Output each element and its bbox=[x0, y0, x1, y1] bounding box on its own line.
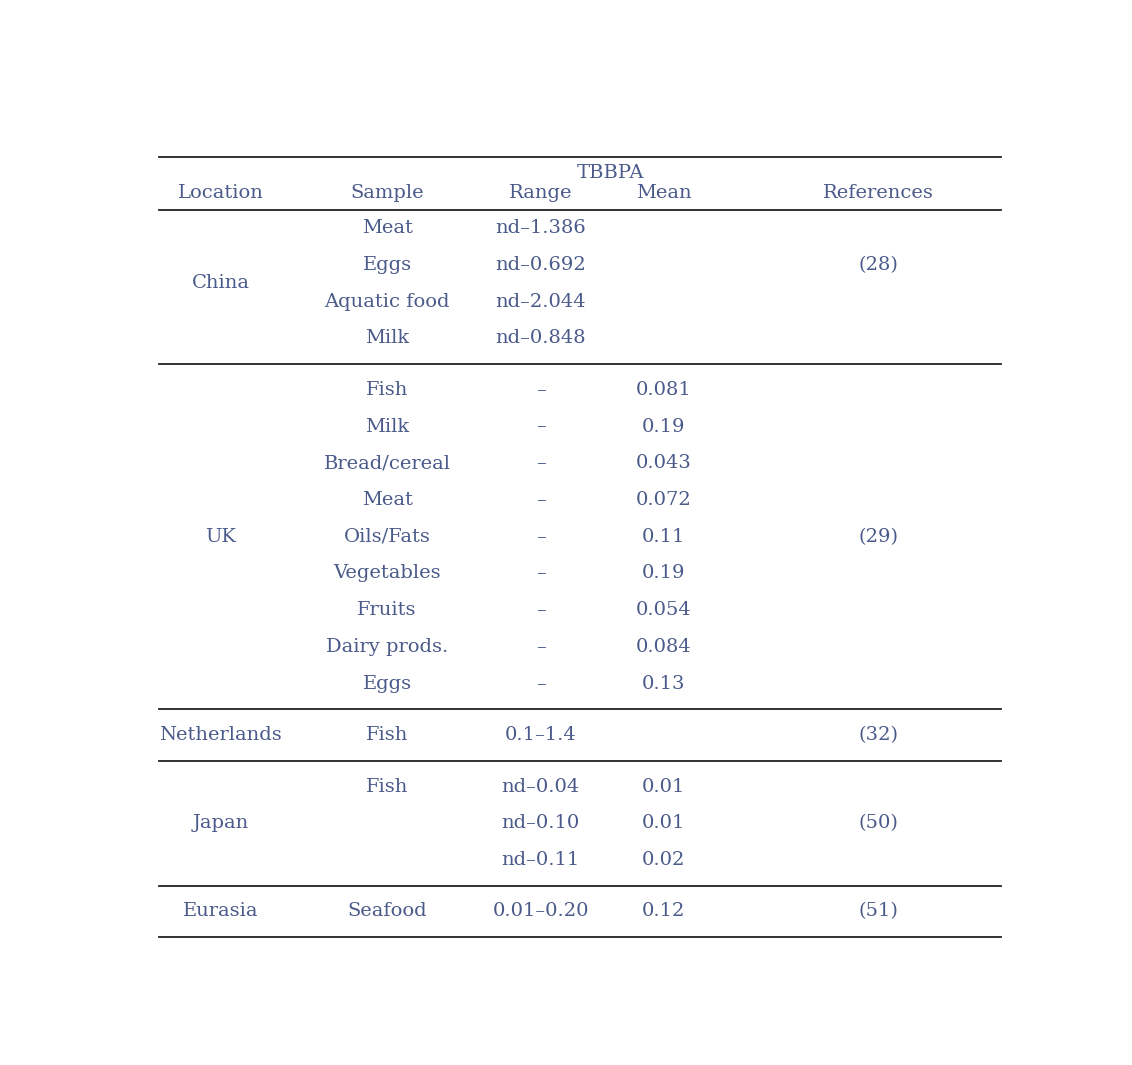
Text: Meat: Meat bbox=[362, 219, 412, 237]
Text: –: – bbox=[535, 674, 546, 692]
Text: 0.081: 0.081 bbox=[636, 381, 692, 398]
Text: UK: UK bbox=[205, 527, 235, 545]
Text: 0.13: 0.13 bbox=[642, 674, 685, 692]
Text: nd–0.04: nd–0.04 bbox=[501, 777, 580, 796]
Text: Dairy prods.: Dairy prods. bbox=[326, 638, 448, 656]
Text: (32): (32) bbox=[858, 726, 899, 744]
Text: 0.01: 0.01 bbox=[642, 815, 685, 832]
Text: 0.01–0.20: 0.01–0.20 bbox=[492, 902, 589, 920]
Text: (28): (28) bbox=[858, 256, 899, 274]
Text: –: – bbox=[535, 417, 546, 436]
Text: References: References bbox=[823, 184, 934, 202]
Text: (51): (51) bbox=[858, 902, 899, 920]
Text: Fish: Fish bbox=[366, 726, 409, 744]
Text: 0.01: 0.01 bbox=[642, 777, 685, 796]
Text: Range: Range bbox=[509, 184, 573, 202]
Text: Fruits: Fruits bbox=[358, 601, 417, 619]
Text: 0.054: 0.054 bbox=[636, 601, 692, 619]
Text: 0.19: 0.19 bbox=[642, 564, 685, 583]
Text: nd–0.692: nd–0.692 bbox=[496, 256, 586, 274]
Text: TBBPA: TBBPA bbox=[577, 164, 644, 182]
Text: Meat: Meat bbox=[362, 491, 412, 509]
Text: Fish: Fish bbox=[366, 381, 409, 398]
Text: 0.043: 0.043 bbox=[635, 455, 692, 472]
Text: –: – bbox=[535, 601, 546, 619]
Text: 0.084: 0.084 bbox=[636, 638, 692, 656]
Text: nd–0.848: nd–0.848 bbox=[496, 329, 586, 347]
Text: –: – bbox=[535, 491, 546, 509]
Text: Eurasia: Eurasia bbox=[182, 902, 258, 920]
Text: Aquatic food: Aquatic food bbox=[325, 293, 449, 311]
Text: 0.19: 0.19 bbox=[642, 417, 685, 436]
Text: Oils/Fats: Oils/Fats bbox=[344, 527, 430, 545]
Text: –: – bbox=[535, 381, 546, 398]
Text: China: China bbox=[191, 275, 249, 292]
Text: –: – bbox=[535, 564, 546, 583]
Text: nd–0.10: nd–0.10 bbox=[501, 815, 580, 832]
Text: 0.11: 0.11 bbox=[642, 527, 685, 545]
Text: –: – bbox=[535, 455, 546, 472]
Text: 0.072: 0.072 bbox=[636, 491, 692, 509]
Text: –: – bbox=[535, 527, 546, 545]
Text: Location: Location bbox=[178, 184, 264, 202]
Text: nd–0.11: nd–0.11 bbox=[501, 851, 580, 869]
Text: Milk: Milk bbox=[365, 329, 410, 347]
Text: Eggs: Eggs bbox=[362, 674, 412, 692]
Text: Eggs: Eggs bbox=[362, 256, 412, 274]
Text: (50): (50) bbox=[858, 815, 899, 832]
Text: 0.1–1.4: 0.1–1.4 bbox=[505, 726, 576, 744]
Text: nd–2.044: nd–2.044 bbox=[496, 293, 586, 311]
Text: –: – bbox=[535, 638, 546, 656]
Text: Seafood: Seafood bbox=[348, 902, 427, 920]
Text: 0.02: 0.02 bbox=[642, 851, 685, 869]
Text: Milk: Milk bbox=[365, 417, 410, 436]
Text: Japan: Japan bbox=[192, 815, 249, 832]
Text: Vegetables: Vegetables bbox=[333, 564, 441, 583]
Text: Bread/cereal: Bread/cereal bbox=[324, 455, 451, 472]
Text: Fish: Fish bbox=[366, 777, 409, 796]
Text: Netherlands: Netherlands bbox=[160, 726, 282, 744]
Text: Sample: Sample bbox=[350, 184, 424, 202]
Text: Mean: Mean bbox=[636, 184, 692, 202]
Text: (29): (29) bbox=[858, 527, 899, 545]
Text: 0.12: 0.12 bbox=[642, 902, 685, 920]
Text: nd–1.386: nd–1.386 bbox=[496, 219, 586, 237]
